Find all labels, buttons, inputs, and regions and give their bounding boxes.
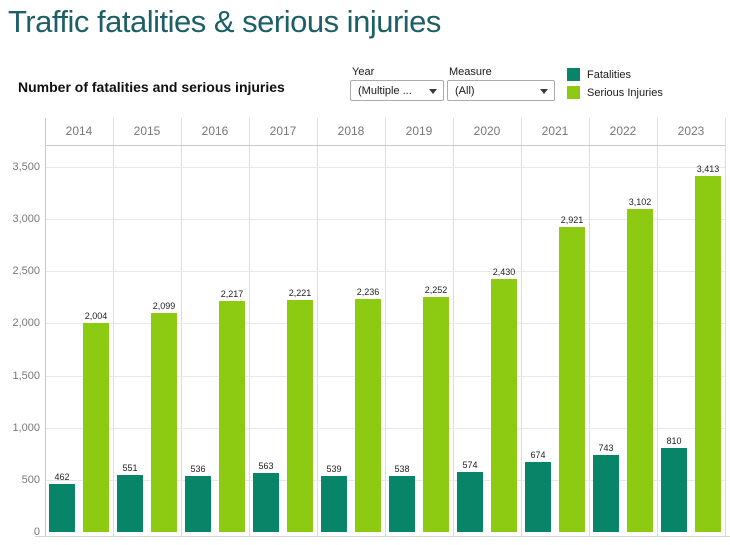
bar-serious-injuries-2017[interactable] (287, 300, 313, 532)
bar-serious-injuries-2014[interactable] (83, 323, 109, 532)
column-separator (45, 118, 46, 536)
y-axis-tick-label: 1,500 (12, 370, 40, 382)
bar-serious-injuries-2021[interactable] (559, 227, 585, 532)
gridline (46, 480, 725, 481)
column-separator (657, 118, 658, 536)
bar-value-label: 536 (190, 464, 206, 474)
column-separator (181, 118, 182, 536)
caret-down-icon (429, 89, 437, 94)
bar-value-label: 3,413 (696, 164, 720, 174)
legend-label: Fatalities (587, 68, 632, 81)
year-label: 2023 (677, 124, 705, 138)
legend-item-serious-injuries[interactable]: Serious Injuries (567, 86, 663, 99)
bar-fatalities-2018[interactable] (321, 476, 347, 532)
bar-value-label: 2,921 (560, 215, 584, 225)
chart-subtitle: Number of fatalities and serious injurie… (18, 79, 285, 95)
gridline (46, 376, 725, 377)
bar-serious-injuries-2022[interactable] (627, 209, 653, 532)
year-label: 2021 (541, 124, 569, 138)
measure-filter-value: (All) (455, 84, 475, 97)
bar-serious-injuries-2016[interactable] (219, 301, 245, 532)
y-axis-tick-label: 2,500 (12, 265, 40, 277)
bar-fatalities-2019[interactable] (389, 476, 415, 532)
legend-label: Serious Injuries (587, 86, 663, 99)
column-separator (249, 118, 250, 536)
bar-value-label: 462 (54, 472, 70, 482)
gridline (46, 271, 725, 272)
year-label: 2018 (337, 124, 365, 138)
column-separator (589, 118, 590, 536)
bar-serious-injuries-2023[interactable] (695, 176, 721, 532)
bar-value-label: 2,252 (424, 285, 448, 295)
y-axis-tick-label: 0 (33, 526, 40, 538)
bar-value-label: 538 (394, 464, 410, 474)
year-label: 2014 (65, 124, 93, 138)
bar-serious-injuries-2018[interactable] (355, 299, 381, 532)
bar-value-label: 539 (326, 464, 342, 474)
bar-fatalities-2021[interactable] (525, 462, 551, 532)
y-axis-tick-label: 3,000 (12, 213, 40, 225)
gridline (46, 167, 725, 168)
bar-value-label: 2,430 (492, 267, 516, 277)
year-label: 2017 (269, 124, 297, 138)
bar-fatalities-2016[interactable] (185, 476, 211, 532)
chart-legend: Fatalities Serious Injuries (567, 68, 663, 104)
bar-value-label: 2,217 (220, 289, 244, 299)
y-axis-tick-label: 500 (21, 474, 40, 486)
bar-serious-injuries-2015[interactable] (151, 313, 177, 532)
column-separator (521, 118, 522, 536)
gridline (46, 428, 725, 429)
page-title: Traffic fatalities & serious injuries (8, 4, 441, 39)
year-filter-dropdown[interactable]: (Multiple ... (350, 80, 444, 101)
gridline (46, 219, 725, 220)
year-label: 2015 (133, 124, 161, 138)
bar-value-label: 2,221 (288, 288, 312, 298)
legend-item-fatalities[interactable]: Fatalities (567, 68, 663, 81)
column-separator (113, 118, 114, 536)
year-label: 2019 (405, 124, 433, 138)
bar-serious-injuries-2020[interactable] (491, 279, 517, 532)
fatalities-swatch-icon (567, 68, 580, 81)
year-label: 2016 (201, 124, 229, 138)
y-axis-tick-label: 1,000 (12, 422, 40, 434)
bar-serious-injuries-2019[interactable] (423, 297, 449, 532)
serious-injuries-swatch-icon (567, 86, 580, 99)
bar-fatalities-2020[interactable] (457, 472, 483, 532)
bar-fatalities-2015[interactable] (117, 475, 143, 532)
bar-value-label: 2,099 (152, 301, 176, 311)
bar-value-label: 743 (598, 443, 614, 453)
bar-value-label: 551 (122, 463, 138, 473)
caret-down-icon (540, 89, 548, 94)
bar-value-label: 2,236 (356, 287, 380, 297)
column-separator (385, 118, 386, 536)
bar-value-label: 810 (666, 436, 682, 446)
column-separator (725, 118, 726, 536)
x-axis-line (35, 536, 730, 537)
bar-value-label: 674 (530, 450, 546, 460)
bar-value-label: 3,102 (628, 197, 652, 207)
measure-filter-label: Measure (449, 66, 492, 78)
bar-value-label: 2,004 (84, 311, 108, 321)
column-separator (453, 118, 454, 536)
column-separator (317, 118, 318, 536)
bar-value-label: 574 (462, 460, 478, 470)
year-filter-label: Year (352, 66, 375, 78)
year-filter-value: (Multiple ... (358, 84, 412, 97)
bar-fatalities-2014[interactable] (49, 484, 75, 532)
measure-filter-dropdown[interactable]: (All) (447, 80, 555, 101)
y-axis-tick-label: 2,000 (12, 317, 40, 329)
bar-fatalities-2022[interactable] (593, 455, 619, 532)
header-rule (45, 145, 725, 146)
bar-fatalities-2023[interactable] (661, 448, 687, 532)
year-label: 2022 (609, 124, 637, 138)
y-axis-tick-label: 3,500 (12, 161, 40, 173)
bar-value-label: 563 (258, 461, 274, 471)
bar-fatalities-2017[interactable] (253, 473, 279, 532)
gridline (46, 323, 725, 324)
year-label: 2020 (473, 124, 501, 138)
